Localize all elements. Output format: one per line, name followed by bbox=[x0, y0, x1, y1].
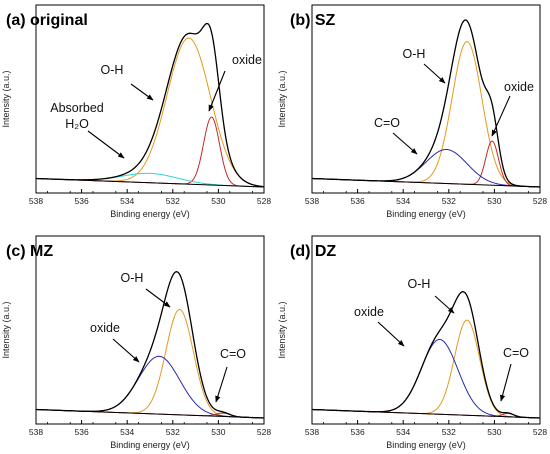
annotation-oxide: oxide bbox=[232, 53, 262, 67]
x-tick-label: 530 bbox=[211, 427, 225, 437]
panel-2: 538 536 534 532 530 528 Binding energy (eV) Int… bbox=[277, 4, 547, 219]
y-axis-title: Intensity (a.u.) bbox=[1, 70, 11, 127]
plot-frame bbox=[35, 235, 265, 425]
annotation-o-h: O-H bbox=[121, 271, 144, 285]
x-tick-label: 528 bbox=[257, 427, 271, 437]
x-tick-label: 538 bbox=[29, 196, 43, 206]
x-tick-label: 534 bbox=[396, 427, 410, 437]
x-tick-label: 528 bbox=[533, 427, 547, 437]
x-tick-label: 530 bbox=[487, 427, 501, 437]
panel-4: 538 536 534 532 530 528 Binding energy (eV) Int… bbox=[277, 235, 547, 450]
x-tick-label: 534 bbox=[120, 196, 134, 206]
annotation-arrow bbox=[491, 95, 511, 137]
x-tick-label: 532 bbox=[442, 427, 456, 437]
annotation-o-h: O-H bbox=[408, 277, 431, 291]
x-tick-label: 536 bbox=[351, 196, 365, 206]
panel-title: (d) DZ bbox=[290, 243, 336, 260]
annotation-co: C=O bbox=[503, 346, 529, 360]
annotation-co: C=O bbox=[374, 116, 400, 130]
x-tick-label: 532 bbox=[442, 196, 456, 206]
y-axis-title: Intensity (a.u.) bbox=[277, 301, 287, 358]
plot-frame bbox=[311, 235, 541, 425]
plot-frame bbox=[311, 4, 541, 194]
annotation-co: C=O bbox=[220, 347, 246, 361]
annotation-line-1: Absorbed bbox=[50, 101, 104, 115]
envelope-line bbox=[311, 19, 541, 188]
annotation-arrow bbox=[87, 130, 125, 159]
x-tick-label: 530 bbox=[487, 196, 501, 206]
x-tick-label: 536 bbox=[75, 196, 89, 206]
x-tick-label: 532 bbox=[166, 196, 180, 206]
annotation-o-h: O-H bbox=[101, 63, 124, 77]
panel-3: 538 536 534 532 530 528 Binding energy (eV) Int… bbox=[1, 235, 271, 450]
annotation-arrow bbox=[434, 295, 455, 314]
x-axis-title: Binding energy (eV) bbox=[110, 440, 190, 450]
envelope-line bbox=[35, 22, 265, 188]
x-axis-title: Binding energy (eV) bbox=[386, 440, 466, 450]
envelope-line bbox=[35, 271, 265, 419]
annotation-arrow bbox=[112, 338, 140, 363]
x-tick-label: 538 bbox=[29, 427, 43, 437]
x-tick-label: 538 bbox=[305, 427, 319, 437]
x-tick-label: 532 bbox=[166, 427, 180, 437]
x-tick-label: 530 bbox=[211, 196, 225, 206]
annotation-arrow bbox=[145, 288, 171, 308]
annotation-arrow bbox=[208, 70, 226, 112]
panel-title: (c) MZ bbox=[6, 243, 53, 260]
annotation-arrow bbox=[215, 366, 228, 403]
y-axis-title: Intensity (a.u.) bbox=[277, 70, 287, 127]
annotation-o-h: O-H bbox=[403, 47, 426, 61]
plot-frame bbox=[35, 4, 265, 194]
panel-title: (b) SZ bbox=[290, 12, 336, 29]
annotation-oxide: oxide bbox=[354, 305, 384, 319]
annotation-oxide: oxide bbox=[90, 321, 120, 335]
x-tick-label: 534 bbox=[396, 196, 410, 206]
annotation-arrow bbox=[423, 63, 446, 84]
x-axis-title: Binding energy (eV) bbox=[386, 209, 466, 219]
x-tick-label: 534 bbox=[120, 427, 134, 437]
envelope-line bbox=[311, 291, 541, 419]
x-axis-title: Binding energy (eV) bbox=[110, 209, 190, 219]
panel-title: (a) original bbox=[6, 12, 88, 29]
x-tick-label: 536 bbox=[75, 427, 89, 437]
y-axis-title: Intensity (a.u.) bbox=[1, 301, 11, 358]
x-tick-label: 536 bbox=[351, 427, 365, 437]
x-tick-label: 528 bbox=[257, 196, 271, 206]
annotation-arrow bbox=[500, 363, 512, 402]
panel-1: 538 536 534 532 530 528 Binding energy (eV) Int… bbox=[1, 4, 271, 219]
x-tick-label: 528 bbox=[533, 196, 547, 206]
annotation-arrow bbox=[392, 132, 418, 155]
x-tick-label: 538 bbox=[305, 196, 319, 206]
annotation-line-2: H₂O bbox=[65, 117, 89, 131]
annotation-arrow bbox=[377, 321, 405, 347]
annotation-oxide: oxide bbox=[504, 80, 534, 94]
annotation-arrow bbox=[130, 83, 154, 101]
